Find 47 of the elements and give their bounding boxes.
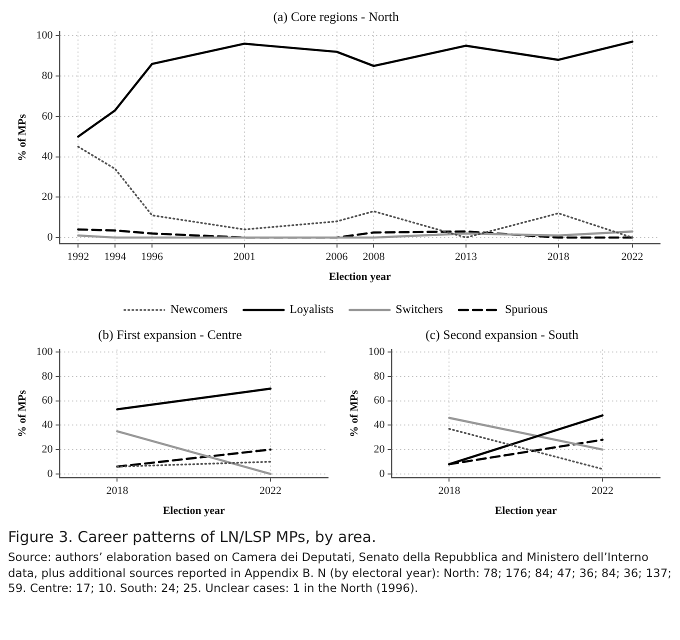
y-tick-label: 100: [368, 346, 386, 358]
x-tick-label: 1996: [141, 251, 164, 264]
y-tick-label: 20: [42, 443, 54, 456]
line-series: [77, 146, 634, 238]
x-tick-label: 1994: [104, 251, 127, 264]
x-tick-label: 1992: [67, 251, 90, 264]
x-tick-label: 2013: [455, 251, 478, 264]
x-axis-title: Election year: [162, 505, 225, 518]
legend-label: Spurious: [504, 302, 548, 316]
x-tick-label: 2022: [621, 251, 644, 264]
y-tick-label: 100: [36, 30, 54, 42]
chart-title: (c) Second expansion - South: [425, 327, 580, 342]
x-tick-label: 2022: [260, 485, 282, 498]
x-tick-label: 2018: [438, 485, 461, 498]
legend-label: Switchers: [396, 302, 444, 316]
legend-label: Loyalists: [290, 302, 334, 316]
y-tick-label: 0: [47, 468, 54, 480]
y-tick-label: 80: [374, 370, 386, 382]
x-axis-title: Election year: [494, 505, 557, 518]
y-axis-title: % of MPs: [16, 113, 28, 162]
chart-title: (a) Core regions - North: [273, 9, 400, 24]
y-tick-label: 80: [42, 70, 54, 82]
y-tick-label: 80: [42, 370, 54, 382]
chart-title: (b) First expansion - Centre: [98, 327, 242, 342]
y-tick-label: 40: [42, 419, 54, 432]
y-tick-label: 40: [42, 150, 54, 163]
y-tick-label: 0: [379, 468, 386, 480]
legend-label: Newcomers: [170, 302, 228, 316]
y-tick-label: 20: [374, 443, 386, 456]
y-axis-title: % of MPs: [16, 389, 28, 438]
y-axis-title: % of MPs: [348, 389, 360, 438]
y-tick-label: 40: [374, 419, 386, 432]
x-tick-label: 2008: [362, 251, 386, 264]
source-note: Source: authors’ elaboration based on Camera dei Deputati, Senato della Repubblica and Ministero dell’Interno data, plus additional sources reported in Appendix B. N (by electoral year): North: 78; 176; 84; 47; 36; 84; 36; 137; 59. Centre: 17; 10. South: 24; 25. Unclear cases: 1 in the North (1996).: [8, 550, 672, 597]
caption: Figure 3. Career patterns of LN/LSP MPs, by area.: [8, 528, 378, 546]
x-tick-label: 2001: [233, 251, 256, 264]
y-tick-label: 0: [47, 231, 54, 244]
x-tick-label: 2018: [106, 485, 129, 498]
x-tick-label: 2018: [547, 251, 570, 264]
y-tick-label: 20: [42, 191, 54, 204]
x-tick-label: 2006: [326, 251, 348, 264]
x-axis-title: Election year: [328, 271, 391, 284]
y-tick-label: 60: [42, 394, 54, 407]
y-tick-label: 60: [374, 394, 386, 407]
x-tick-label: 2022: [592, 485, 614, 498]
y-tick-label: 60: [42, 110, 54, 122]
y-tick-label: 100: [36, 346, 54, 358]
